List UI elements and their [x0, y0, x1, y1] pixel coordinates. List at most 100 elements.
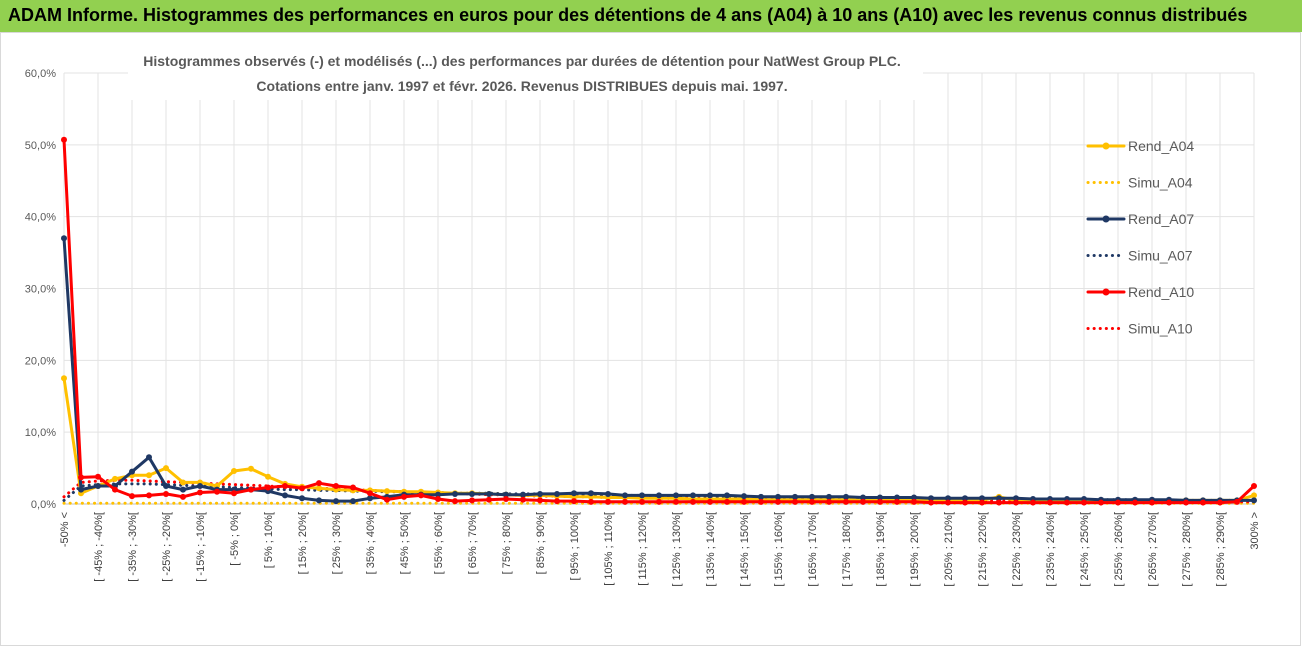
- data-point: [809, 498, 815, 505]
- data-point: [520, 496, 526, 503]
- data-point: [95, 483, 101, 490]
- data-point: [656, 498, 662, 505]
- data-point: [826, 493, 832, 500]
- data-point: [469, 490, 475, 497]
- y-tick-label: 60,0%: [25, 68, 56, 80]
- data-point: [826, 498, 832, 505]
- x-tick-label: [ 245% ; 250%[: [1079, 512, 1091, 587]
- x-tick-label: [ -35% ; -30%[: [127, 512, 139, 582]
- x-tick-label: [ 95% ; 100%[: [569, 512, 581, 581]
- data-point: [78, 486, 84, 493]
- data-point: [843, 498, 849, 505]
- data-point: [588, 498, 594, 505]
- data-point: [877, 494, 883, 501]
- data-point: [962, 495, 968, 502]
- data-point: [333, 498, 339, 505]
- x-tick-label: [ -45% ; -40%[: [93, 512, 105, 582]
- data-point: [775, 498, 781, 505]
- x-tick-label: [ 185% ; 190%[: [875, 512, 887, 587]
- data-point: [248, 486, 254, 493]
- legend-marker: [1102, 142, 1110, 150]
- data-point: [435, 491, 441, 498]
- data-point: [367, 490, 373, 497]
- data-point: [350, 498, 356, 505]
- data-point: [299, 495, 305, 502]
- data-point: [112, 475, 118, 482]
- data-point: [146, 472, 152, 479]
- x-tick-label: [ -15% ; -10%[: [195, 512, 207, 582]
- legend: Rend_A04 Simu_A04 Rend_A07 Simu_A07 Rend_A10…: [1086, 138, 1194, 337]
- x-tick-label: [ 165% ; 170%[: [807, 512, 819, 587]
- data-point: [452, 490, 458, 497]
- data-point: [282, 483, 288, 490]
- data-point: [860, 494, 866, 501]
- data-point: [996, 499, 1002, 506]
- data-point: [1166, 499, 1172, 506]
- data-point: [894, 498, 900, 505]
- y-axis-ticks: 0,0% 10,0% 20,0% 30,0% 40,0% 50,0% 60,0%: [25, 68, 56, 511]
- data-point: [1013, 495, 1019, 502]
- x-tick-label: [ 125% ; 130%[: [671, 512, 683, 587]
- x-tick-label: [ 195% ; 200%[: [909, 512, 921, 587]
- x-tick-label: [ 265% ; 270%[: [1147, 512, 1159, 587]
- x-tick-label: 300% >: [1249, 512, 1261, 550]
- x-tick-label: [ 85% ; 90%[: [535, 512, 547, 574]
- x-tick-label: [ 55% ; 60%[: [433, 512, 445, 574]
- data-point: [401, 493, 407, 500]
- data-point: [95, 473, 101, 480]
- data-point: [180, 493, 186, 500]
- data-point: [979, 499, 985, 506]
- data-point: [639, 492, 645, 499]
- data-point: [656, 492, 662, 499]
- header-banner: ADAM Informe. Histogrammes des performan…: [0, 0, 1302, 32]
- y-tick-label: 0,0%: [31, 499, 56, 511]
- data-point: [911, 494, 917, 501]
- data-point: [860, 498, 866, 505]
- x-tick-label: [ 65% ; 70%[: [467, 512, 479, 574]
- data-point: [622, 498, 628, 505]
- data-point: [129, 468, 135, 475]
- x-tick-label: [ 145% ; 150%[: [739, 512, 751, 587]
- x-tick-label: [ 235% ; 240%[: [1045, 512, 1057, 587]
- data-point: [265, 484, 271, 491]
- data-point: [741, 493, 747, 500]
- data-point: [911, 498, 917, 505]
- data-point: [673, 492, 679, 499]
- x-tick-label: [ 105% ; 110%[: [603, 512, 615, 586]
- legend-label: Simu_A07: [1128, 248, 1193, 264]
- data-point: [61, 235, 67, 242]
- data-point: [537, 497, 543, 504]
- data-point: [486, 490, 492, 497]
- data-point: [554, 498, 560, 505]
- data-point: [758, 493, 764, 500]
- data-point: [78, 474, 84, 481]
- x-tick-label: [ 215% ; 220%[: [977, 512, 989, 587]
- legend-label: Simu_A10: [1128, 321, 1193, 337]
- data-point: [554, 490, 560, 497]
- data-point: [367, 495, 373, 502]
- x-tick-label: [ 155% ; 160%[: [773, 512, 785, 587]
- data-point: [1251, 483, 1257, 490]
- y-tick-label: 40,0%: [25, 212, 56, 224]
- x-tick-label: [ 205% ; 210%[: [943, 512, 955, 587]
- data-point: [1200, 499, 1206, 506]
- legend-marker: [1102, 215, 1110, 223]
- legend-marker: [1102, 288, 1110, 296]
- data-point: [792, 493, 798, 500]
- x-tick-label: [ 275% ; 280%[: [1181, 512, 1193, 587]
- data-point: [333, 483, 339, 490]
- data-point: [605, 498, 611, 505]
- banner-title: ADAM Informe. Histogrammes des performan…: [8, 5, 1248, 25]
- data-point: [707, 498, 713, 505]
- x-tick-label: [ 45% ; 50%[: [399, 512, 411, 574]
- data-point: [571, 498, 577, 505]
- data-point: [673, 498, 679, 505]
- data-point: [809, 493, 815, 500]
- data-point: [180, 486, 186, 493]
- data-point: [316, 485, 322, 492]
- legend-label: Rend_A07: [1128, 211, 1194, 227]
- x-tick-label: [ 135% ; 140%[: [705, 512, 717, 587]
- chart-frame: 0,0% 10,0% 20,0% 30,0% 40,0% 50,0% 60,0% -50% …: [0, 32, 1302, 647]
- data-point: [61, 375, 67, 382]
- x-tick-label: [ 15% ; 20%[: [297, 512, 309, 574]
